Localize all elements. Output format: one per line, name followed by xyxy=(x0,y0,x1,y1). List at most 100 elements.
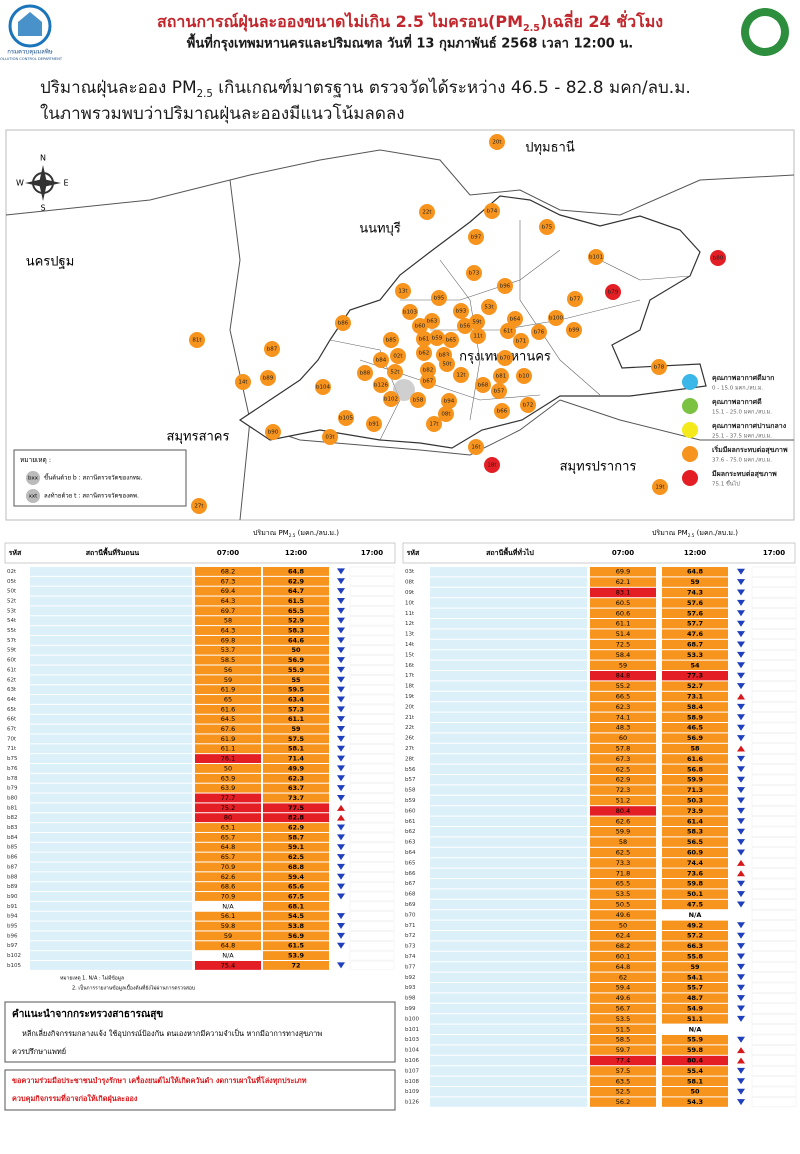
row-name-bg xyxy=(430,806,587,816)
station-code: 70t xyxy=(7,736,17,742)
pm-value: 62.3 xyxy=(616,703,630,711)
station-code: b70 xyxy=(405,912,416,918)
col-17-cell xyxy=(751,1097,797,1108)
station-code: b72 xyxy=(405,933,416,939)
station-code: b65 xyxy=(405,860,416,866)
table-header: รหัส xyxy=(407,549,420,557)
station-code: 20t xyxy=(405,704,415,710)
legend-label: คุณภาพอากาศดีมาก xyxy=(712,374,774,382)
pm-cell xyxy=(263,842,329,852)
trend-down xyxy=(737,839,745,846)
pm-value: 69.4 xyxy=(221,587,235,595)
trend-down xyxy=(737,683,745,690)
pm-cell xyxy=(195,852,261,862)
trend-up xyxy=(737,745,745,752)
station-code: 26t xyxy=(405,736,415,742)
pm-cell xyxy=(195,783,261,793)
trend-down xyxy=(337,942,345,949)
row-name-bg xyxy=(430,795,587,806)
trend-down xyxy=(337,962,345,969)
pm-value: 64.7 xyxy=(288,587,304,595)
pm-value: 49.6 xyxy=(616,911,630,919)
pm-cell xyxy=(662,951,728,962)
pm-value: 66.5 xyxy=(616,693,630,701)
station-label: b57 xyxy=(494,389,505,395)
pm-value: 68.2 xyxy=(616,942,630,950)
pm-value: 47.6 xyxy=(687,630,704,638)
station-code: b75 xyxy=(7,756,18,762)
station-marker xyxy=(507,311,523,327)
pm-value: 65.7 xyxy=(221,853,235,861)
pm-cell xyxy=(590,691,656,702)
station-marker xyxy=(513,333,529,349)
row-name-bg xyxy=(430,879,587,889)
pm-cell xyxy=(662,910,728,920)
trend-down xyxy=(337,676,345,683)
logo xyxy=(8,4,52,48)
pm-cell xyxy=(662,806,728,816)
pm-value: 61.5 xyxy=(288,597,305,605)
legend-label: คุณภาพอากาศดี xyxy=(712,398,762,406)
station-label: 17t xyxy=(429,422,439,428)
pm-cell xyxy=(662,691,728,702)
pm-value: 63.1 xyxy=(221,824,235,832)
col-17-cell xyxy=(349,675,395,685)
pm-value: N/A xyxy=(222,952,234,960)
pm-value: 47.5 xyxy=(687,901,704,909)
row-name-bg xyxy=(430,702,587,712)
text-part: สถานการณ์ฝุ่นละอองขนาดไม่เกิน 2.5 ไมครอน… xyxy=(157,12,523,32)
table-header: 12:00 xyxy=(684,549,706,557)
row-name-bg xyxy=(430,567,587,577)
col-17-cell xyxy=(751,795,797,806)
pm-value: 56.9 xyxy=(288,932,305,940)
pm-value: 57.7 xyxy=(687,620,703,628)
station-marker xyxy=(500,323,516,339)
station-marker xyxy=(453,367,469,383)
col-17-cell xyxy=(349,813,395,823)
trend-down xyxy=(737,776,745,783)
station-marker xyxy=(335,315,351,331)
pm-value: 58 xyxy=(619,838,627,846)
trend-up xyxy=(737,1057,745,1064)
station-label: 81t xyxy=(192,338,202,344)
station-marker xyxy=(429,330,445,346)
station-marker xyxy=(468,229,484,245)
station-code: 71t xyxy=(7,746,17,752)
station-marker xyxy=(567,291,583,307)
pm-cell xyxy=(195,872,261,882)
advice-box xyxy=(4,1001,396,1063)
pm-value: 67.3 xyxy=(221,577,235,585)
pm-cell xyxy=(263,911,329,921)
pm-cell xyxy=(263,961,329,970)
col-17-cell xyxy=(751,587,797,598)
pm-value: 59 xyxy=(690,578,700,586)
col-17-cell xyxy=(751,722,797,733)
station-code: b71 xyxy=(405,923,416,929)
pm-value: 50.3 xyxy=(687,797,703,805)
text-part: 2.5 xyxy=(197,89,213,100)
station-marker xyxy=(402,304,418,320)
station-marker xyxy=(431,290,447,306)
pm-value: 68.2 xyxy=(221,567,235,575)
pm-value: 50 xyxy=(291,646,301,654)
table-header: สถานีพื้นที่ริมถนน xyxy=(86,546,140,557)
station-code: 10t xyxy=(405,600,415,606)
subtitle: พื้นที่กรุงเทพมหานครและปริมณฑล วันที่ 13… xyxy=(187,33,633,52)
col-17-cell xyxy=(349,616,395,626)
pm-value: 53.3 xyxy=(687,651,703,659)
pm-value: 73.7 xyxy=(288,794,304,802)
pm-cell xyxy=(590,608,656,618)
col-17-cell xyxy=(751,639,797,650)
pm-value: 58.9 xyxy=(687,713,704,721)
pm-cell xyxy=(590,733,656,743)
pm-cell xyxy=(590,775,656,785)
region-label: ปทุมธานี xyxy=(525,140,575,156)
pm-cell xyxy=(662,1097,728,1107)
station-marker xyxy=(419,204,435,220)
station-marker xyxy=(466,265,482,281)
row-name-bg xyxy=(30,842,192,852)
pm-value: 53.5 xyxy=(616,1015,630,1023)
pm-cell xyxy=(195,823,261,832)
trend-down xyxy=(337,755,345,762)
station-label: b96 xyxy=(500,284,511,290)
